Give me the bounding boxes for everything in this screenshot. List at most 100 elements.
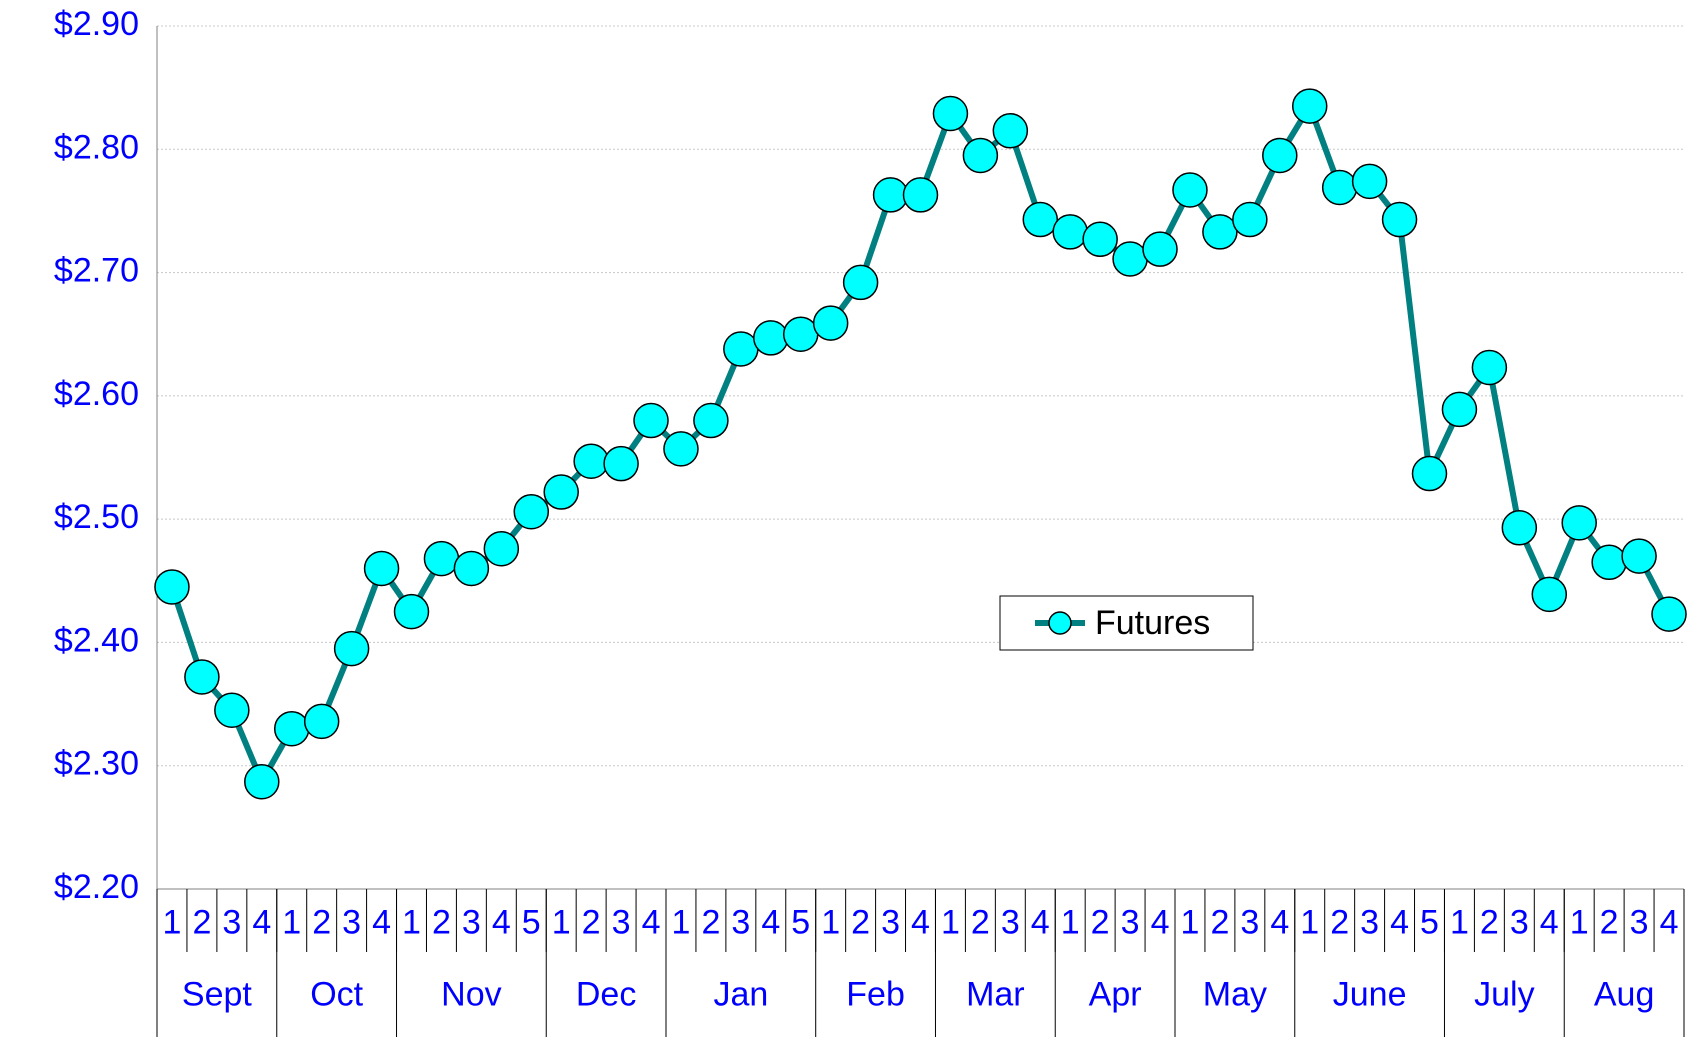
x-tick-label: 4 xyxy=(492,903,511,941)
x-tick-label: 2 xyxy=(851,903,870,941)
marker xyxy=(902,177,939,213)
marker xyxy=(1441,391,1478,428)
marker xyxy=(513,493,550,530)
marker xyxy=(663,431,699,467)
x-tick-label: 1 xyxy=(1450,903,1469,941)
x-tick-label: 1 xyxy=(402,903,421,941)
marker xyxy=(1561,505,1597,541)
marker xyxy=(154,569,190,605)
x-group-label: Aug xyxy=(1594,975,1655,1013)
x-tick-label: 4 xyxy=(372,903,391,941)
marker xyxy=(483,530,520,567)
x-group-label: June xyxy=(1333,975,1407,1013)
x-tick-label: 4 xyxy=(642,903,661,941)
marker xyxy=(962,137,999,174)
x-tick-label: 4 xyxy=(1660,903,1679,941)
legend-label: Futures xyxy=(1095,604,1210,642)
marker xyxy=(333,630,370,667)
legend-marker xyxy=(1048,611,1072,635)
marker xyxy=(992,113,1029,149)
x-tick-label: 3 xyxy=(222,903,241,941)
x-tick-label: 4 xyxy=(252,903,271,941)
x-group-label: Nov xyxy=(441,975,501,1013)
x-tick-label: 2 xyxy=(1330,903,1349,941)
x-tick-label: 4 xyxy=(1270,903,1289,941)
x-group-label: Jan xyxy=(713,975,768,1013)
marker xyxy=(842,264,879,301)
x-tick-label: 2 xyxy=(432,903,451,941)
x-tick-label: 5 xyxy=(522,903,541,941)
marker xyxy=(1621,538,1657,574)
x-group-label: Oct xyxy=(310,975,363,1013)
marker xyxy=(693,402,729,439)
x-tick-label: 2 xyxy=(1600,903,1619,941)
marker xyxy=(1411,455,1448,492)
x-tick-label: 3 xyxy=(731,903,750,941)
x-tick-label: 4 xyxy=(1540,903,1559,941)
x-tick-label: 1 xyxy=(941,903,960,941)
marker xyxy=(872,177,909,213)
y-tick-label: $2.90 xyxy=(54,5,139,43)
marker xyxy=(1501,510,1538,546)
marker xyxy=(573,443,609,479)
marker xyxy=(184,659,220,695)
x-tick-label: 1 xyxy=(1300,903,1319,941)
x-tick-label: 4 xyxy=(1390,903,1409,941)
x-tick-label: 2 xyxy=(701,903,720,941)
x-tick-label: 5 xyxy=(791,903,810,941)
x-tick-label: 1 xyxy=(163,903,182,941)
marker xyxy=(1052,214,1088,250)
x-tick-label: 3 xyxy=(1240,903,1259,941)
marker xyxy=(1291,88,1328,124)
marker xyxy=(753,320,789,356)
x-tick-label: 2 xyxy=(971,903,990,941)
marker xyxy=(633,402,669,439)
x-group-label: Dec xyxy=(576,975,636,1013)
x-tick-label: 3 xyxy=(881,903,900,941)
x-tick-label: 1 xyxy=(672,903,691,941)
x-tick-label: 1 xyxy=(552,903,571,941)
x-tick-label: 1 xyxy=(1181,903,1200,941)
marker xyxy=(453,550,490,587)
x-tick-label: 1 xyxy=(821,903,840,941)
x-tick-label: 2 xyxy=(582,903,601,941)
x-group-label: Feb xyxy=(846,975,905,1013)
marker xyxy=(812,305,849,341)
marker xyxy=(723,331,759,367)
marker xyxy=(423,540,460,577)
x-group-label: May xyxy=(1203,975,1267,1013)
marker xyxy=(1022,201,1059,238)
marker xyxy=(1172,172,1208,208)
marker xyxy=(543,474,579,510)
marker xyxy=(932,95,969,132)
x-tick-label: 4 xyxy=(761,903,780,941)
y-tick-label: $2.50 xyxy=(54,498,139,536)
x-tick-label: 1 xyxy=(1061,903,1080,941)
y-tick-label: $2.60 xyxy=(54,375,139,413)
x-tick-label: 3 xyxy=(1510,903,1529,941)
marker xyxy=(1112,241,1148,277)
y-tick-label: $2.30 xyxy=(54,745,139,783)
marker xyxy=(1232,201,1268,238)
x-tick-label: 3 xyxy=(1630,903,1649,941)
x-tick-label: 2 xyxy=(192,903,211,941)
x-group-label: July xyxy=(1474,975,1534,1013)
x-tick-label: 3 xyxy=(1360,903,1379,941)
y-tick-label: $2.20 xyxy=(54,868,139,906)
x-tick-label: 3 xyxy=(1121,903,1140,941)
marker xyxy=(1651,596,1687,632)
x-tick-label: 3 xyxy=(1001,903,1020,941)
marker xyxy=(363,550,400,587)
marker xyxy=(1381,201,1418,238)
y-tick-label: $2.80 xyxy=(54,128,139,166)
marker xyxy=(1321,169,1358,206)
x-tick-label: 3 xyxy=(342,903,361,941)
x-tick-label: 4 xyxy=(1151,903,1170,941)
marker xyxy=(303,703,340,740)
marker xyxy=(1591,544,1627,581)
marker xyxy=(244,763,280,800)
x-tick-label: 2 xyxy=(1091,903,1110,941)
marker xyxy=(603,445,639,482)
marker xyxy=(1082,221,1118,258)
